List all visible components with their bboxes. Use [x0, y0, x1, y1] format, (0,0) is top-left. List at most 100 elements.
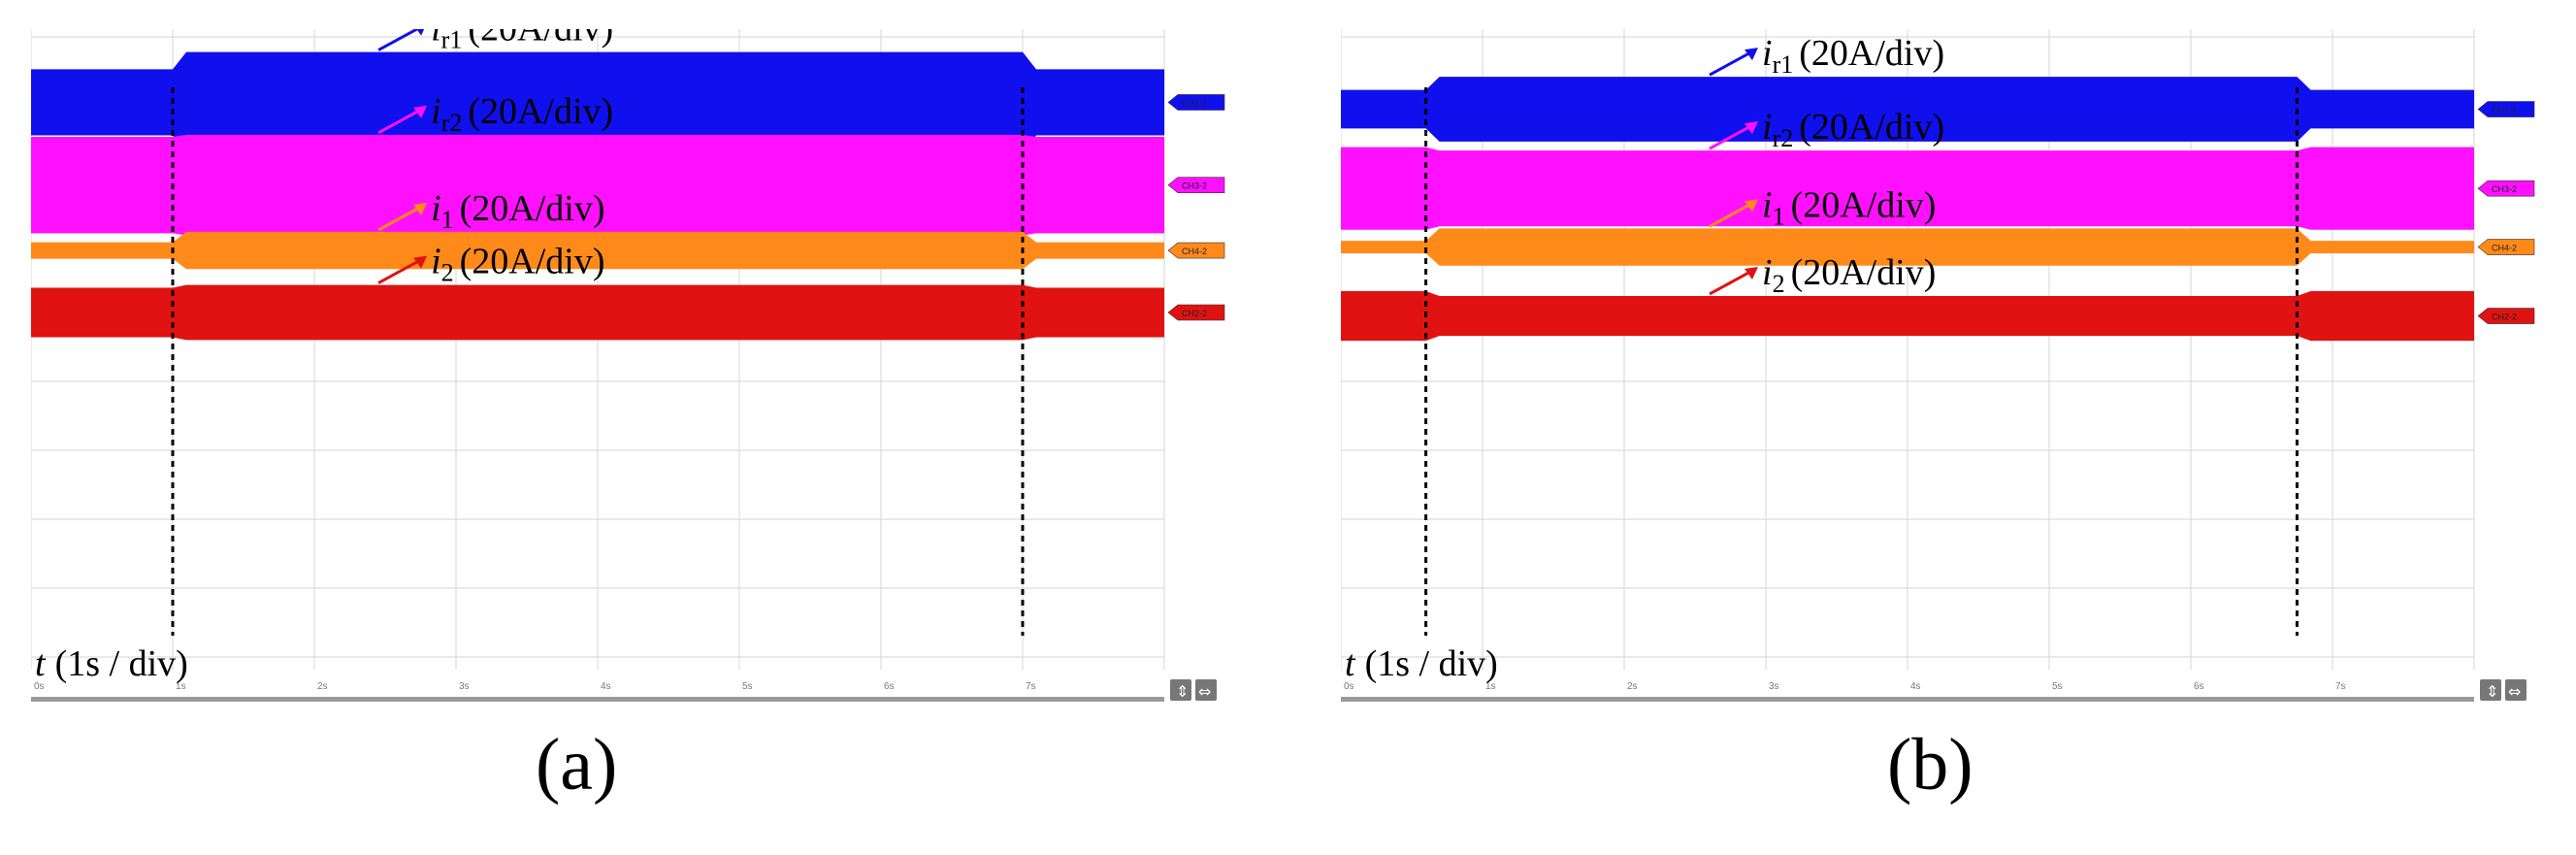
series-label-i_1: i1 (20A/div)	[431, 188, 604, 234]
channel-marker-shape	[1167, 177, 1225, 193]
channel-marker-i_1: CH4-2	[2477, 239, 2535, 255]
x-axis-label: t (1s / div)	[35, 643, 188, 684]
zoom-controls: ⇕ ⇔	[2480, 679, 2527, 701]
channel-marker-i_2: CH2-2	[1167, 304, 1225, 321]
x-tick-label: 0s	[1344, 681, 1354, 692]
zoom-horizontal-icon: ⇔	[2508, 682, 2521, 701]
x-tick-label: 4s	[601, 681, 611, 692]
scope-panel-a: CH1-2 ir1(20A/div) CH3-2 ir2(20A/div) CH4-2 i…	[31, 29, 1234, 713]
arrow-head	[413, 255, 428, 269]
arrow-head	[416, 29, 425, 36]
x-tick-label: 6s	[884, 681, 895, 692]
zoom-vertical-icon: ⇕	[2486, 682, 2498, 701]
series-band-i_2	[31, 284, 1164, 341]
arrow-shaft	[377, 258, 422, 284]
x-axis-label: t (1s / div)	[1345, 643, 1498, 684]
label-arrow-i_2	[377, 255, 428, 284]
channel-marker-text: CH4-2	[2492, 244, 2517, 253]
arrow-head	[1745, 121, 1758, 135]
channel-marker-text: CH3-2	[2492, 184, 2517, 194]
series-band-i_1	[1341, 228, 2474, 266]
channel-marker-text: CH2-2	[2492, 312, 2517, 322]
arrow-head	[413, 105, 428, 118]
scope-panel-b: CH1-2 ir1 (20A/div) CH3-2 ir2 (20A/div) CH4-2 i…	[1341, 29, 2544, 713]
channel-marker-text: CH3-2	[1182, 181, 1207, 191]
channel-marker-i_2: CH2-2	[2477, 308, 2535, 324]
arrow-shaft	[1709, 202, 1753, 228]
x-tick-label: 2s	[317, 681, 328, 692]
series-label-i_r1: ir1(20A/div)	[1762, 33, 1944, 79]
x-tick-label: 5s	[2052, 681, 2063, 692]
zoom-vertical-button	[2480, 679, 2501, 701]
series-band-i_2	[1341, 290, 2474, 342]
series-label-i_1: i1 (20A/div)	[1762, 184, 1936, 230]
zoom-controls: ⇕ ⇔	[1170, 679, 1217, 701]
arrow-shaft	[1709, 123, 1753, 150]
arrow-shaft	[1709, 49, 1753, 77]
x-tick-label: 4s	[1910, 681, 1921, 692]
label-arrow-i_1	[1709, 199, 1758, 228]
channel-marker-shape	[1167, 94, 1225, 111]
arrow-head	[1745, 266, 1758, 280]
series-band-i_1	[31, 231, 1164, 270]
x-tick-label: 7s	[2335, 681, 2346, 692]
series-band-i_r1	[31, 51, 1164, 153]
x-tick-label: 1s	[176, 681, 186, 692]
channel-marker-shape	[2477, 308, 2535, 324]
x-tick-label: 6s	[2194, 681, 2204, 692]
zoom-horizontal-button	[1195, 679, 1217, 701]
label-arrow-i_2	[1709, 266, 1758, 296]
channel-marker-i_r2: CH3-2	[2477, 180, 2535, 197]
channel-marker-i_r2: CH3-2	[1167, 177, 1225, 193]
x-tick-label: 2s	[1627, 681, 1638, 692]
channel-marker-shape	[2477, 180, 2535, 197]
channel-marker-text: CH2-2	[1182, 309, 1207, 318]
x-tick-label: 3s	[459, 681, 470, 692]
zoom-vertical-icon: ⇕	[1176, 682, 1189, 701]
oscilloscope-plot-a: CH1-2 ir1(20A/div) CH3-2 ir2(20A/div) CH4-2 i…	[31, 29, 1225, 702]
x-tick-label: 3s	[1769, 681, 1779, 692]
scroll-track	[31, 697, 1164, 702]
series-label-i_r1: ir1(20A/div)	[431, 29, 613, 54]
label-arrow-i_1	[377, 202, 428, 232]
arrow-shaft	[377, 205, 422, 232]
channel-marker-text: CH1-2	[1182, 98, 1207, 108]
arrow-head	[1745, 199, 1758, 213]
series-label-i_r2: ir2 (20A/div)	[1762, 107, 1944, 152]
channel-marker-shape	[2477, 101, 2535, 117]
channel-marker-text: CH4-2	[1182, 247, 1207, 256]
x-tick-label: 5s	[742, 681, 753, 692]
label-arrow-i_r2	[377, 105, 428, 135]
channel-marker-i_r1: CH1-2	[2477, 101, 2535, 117]
series-band-i_r2	[31, 134, 1164, 236]
channel-marker-i_1: CH4-2	[1167, 242, 1225, 259]
panel-caption-b: (b)	[1887, 724, 1973, 806]
x-tick-label: 0s	[34, 681, 45, 692]
series-band-i_r2	[1341, 147, 2474, 230]
x-tick-label: 1s	[1485, 681, 1496, 692]
label-arrow-i_r2	[1709, 121, 1758, 150]
scroll-track	[1341, 697, 2474, 702]
series-label-i_r2: ir2 (20A/div)	[431, 91, 613, 137]
channel-marker-shape	[1167, 304, 1225, 321]
zoom-horizontal-icon: ⇔	[1198, 682, 1211, 701]
panel-caption-a: (a)	[536, 724, 618, 806]
channel-marker-shape	[2477, 239, 2535, 255]
series-label-i_2: i2 (20A/div)	[431, 242, 604, 287]
arrow-shaft	[1709, 269, 1753, 296]
x-tick-label: 7s	[1026, 681, 1036, 692]
arrow-shaft	[377, 108, 422, 135]
channel-marker-shape	[1167, 242, 1225, 259]
zoom-horizontal-button	[2505, 679, 2527, 701]
channel-marker-i_r1: CH1-2	[1167, 94, 1225, 111]
label-arrow-i_r1	[377, 29, 425, 51]
label-arrow-i_r1	[1709, 48, 1758, 77]
arrow-head	[413, 202, 428, 215]
series-band-i_r1	[1341, 77, 2474, 142]
zoom-vertical-button	[1170, 679, 1191, 701]
oscilloscope-plot-b: CH1-2 ir1 (20A/div) CH3-2 ir2 (20A/div) CH4-2 i…	[1341, 29, 2535, 702]
arrow-head	[1745, 48, 1758, 61]
series-label-i_2: i2 (20A/div)	[1762, 252, 1936, 298]
channel-marker-text: CH1-2	[2492, 106, 2517, 115]
arrow-shaft	[377, 29, 420, 51]
